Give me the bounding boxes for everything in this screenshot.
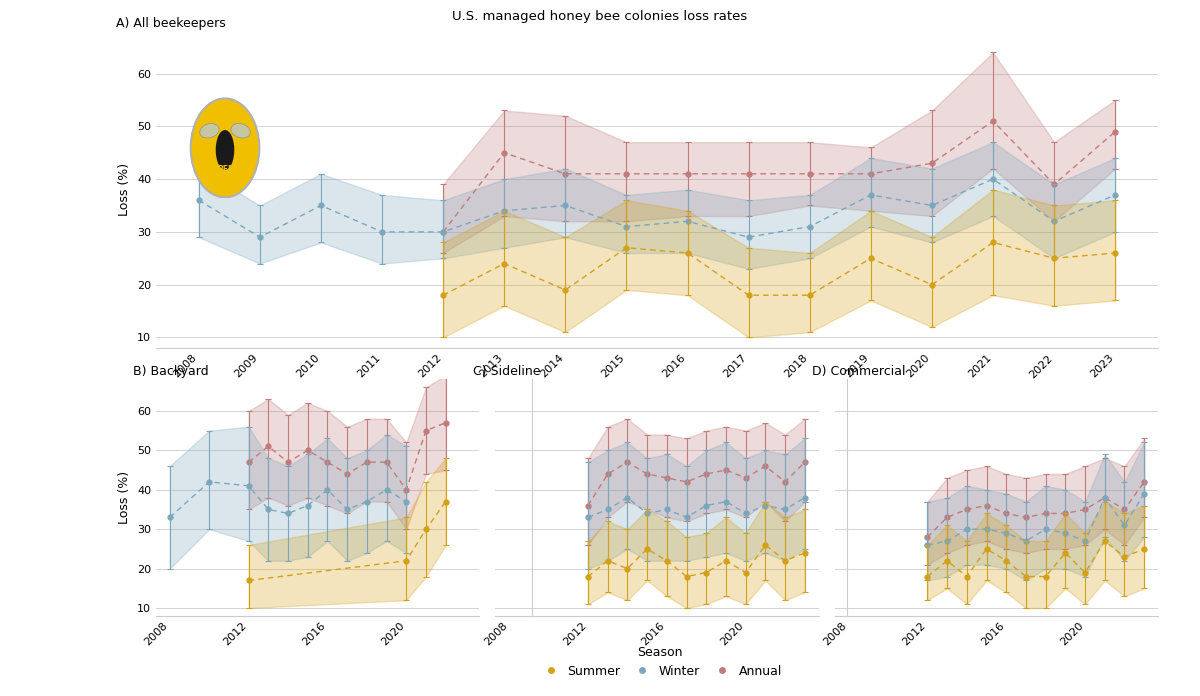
Text: B) Backyard: B) Backyard — [133, 365, 209, 378]
Y-axis label: Loss (%): Loss (%) — [119, 163, 132, 216]
Ellipse shape — [230, 123, 251, 138]
Text: D) Commercial: D) Commercial — [812, 365, 906, 378]
Ellipse shape — [199, 123, 220, 138]
Text: C) Sideline: C) Sideline — [473, 365, 540, 378]
Text: BEE: BEE — [217, 165, 233, 174]
Legend: Summer, Winter, Annual: Summer, Winter, Annual — [533, 640, 787, 683]
Text: A) All beekeepers: A) All beekeepers — [116, 17, 226, 30]
Text: INFORMED: INFORMED — [208, 178, 242, 183]
Ellipse shape — [216, 131, 234, 169]
Text: U.S. managed honey bee colonies loss rates: U.S. managed honey bee colonies loss rat… — [452, 10, 748, 24]
Y-axis label: Loss (%): Loss (%) — [119, 471, 132, 524]
Ellipse shape — [191, 98, 259, 198]
